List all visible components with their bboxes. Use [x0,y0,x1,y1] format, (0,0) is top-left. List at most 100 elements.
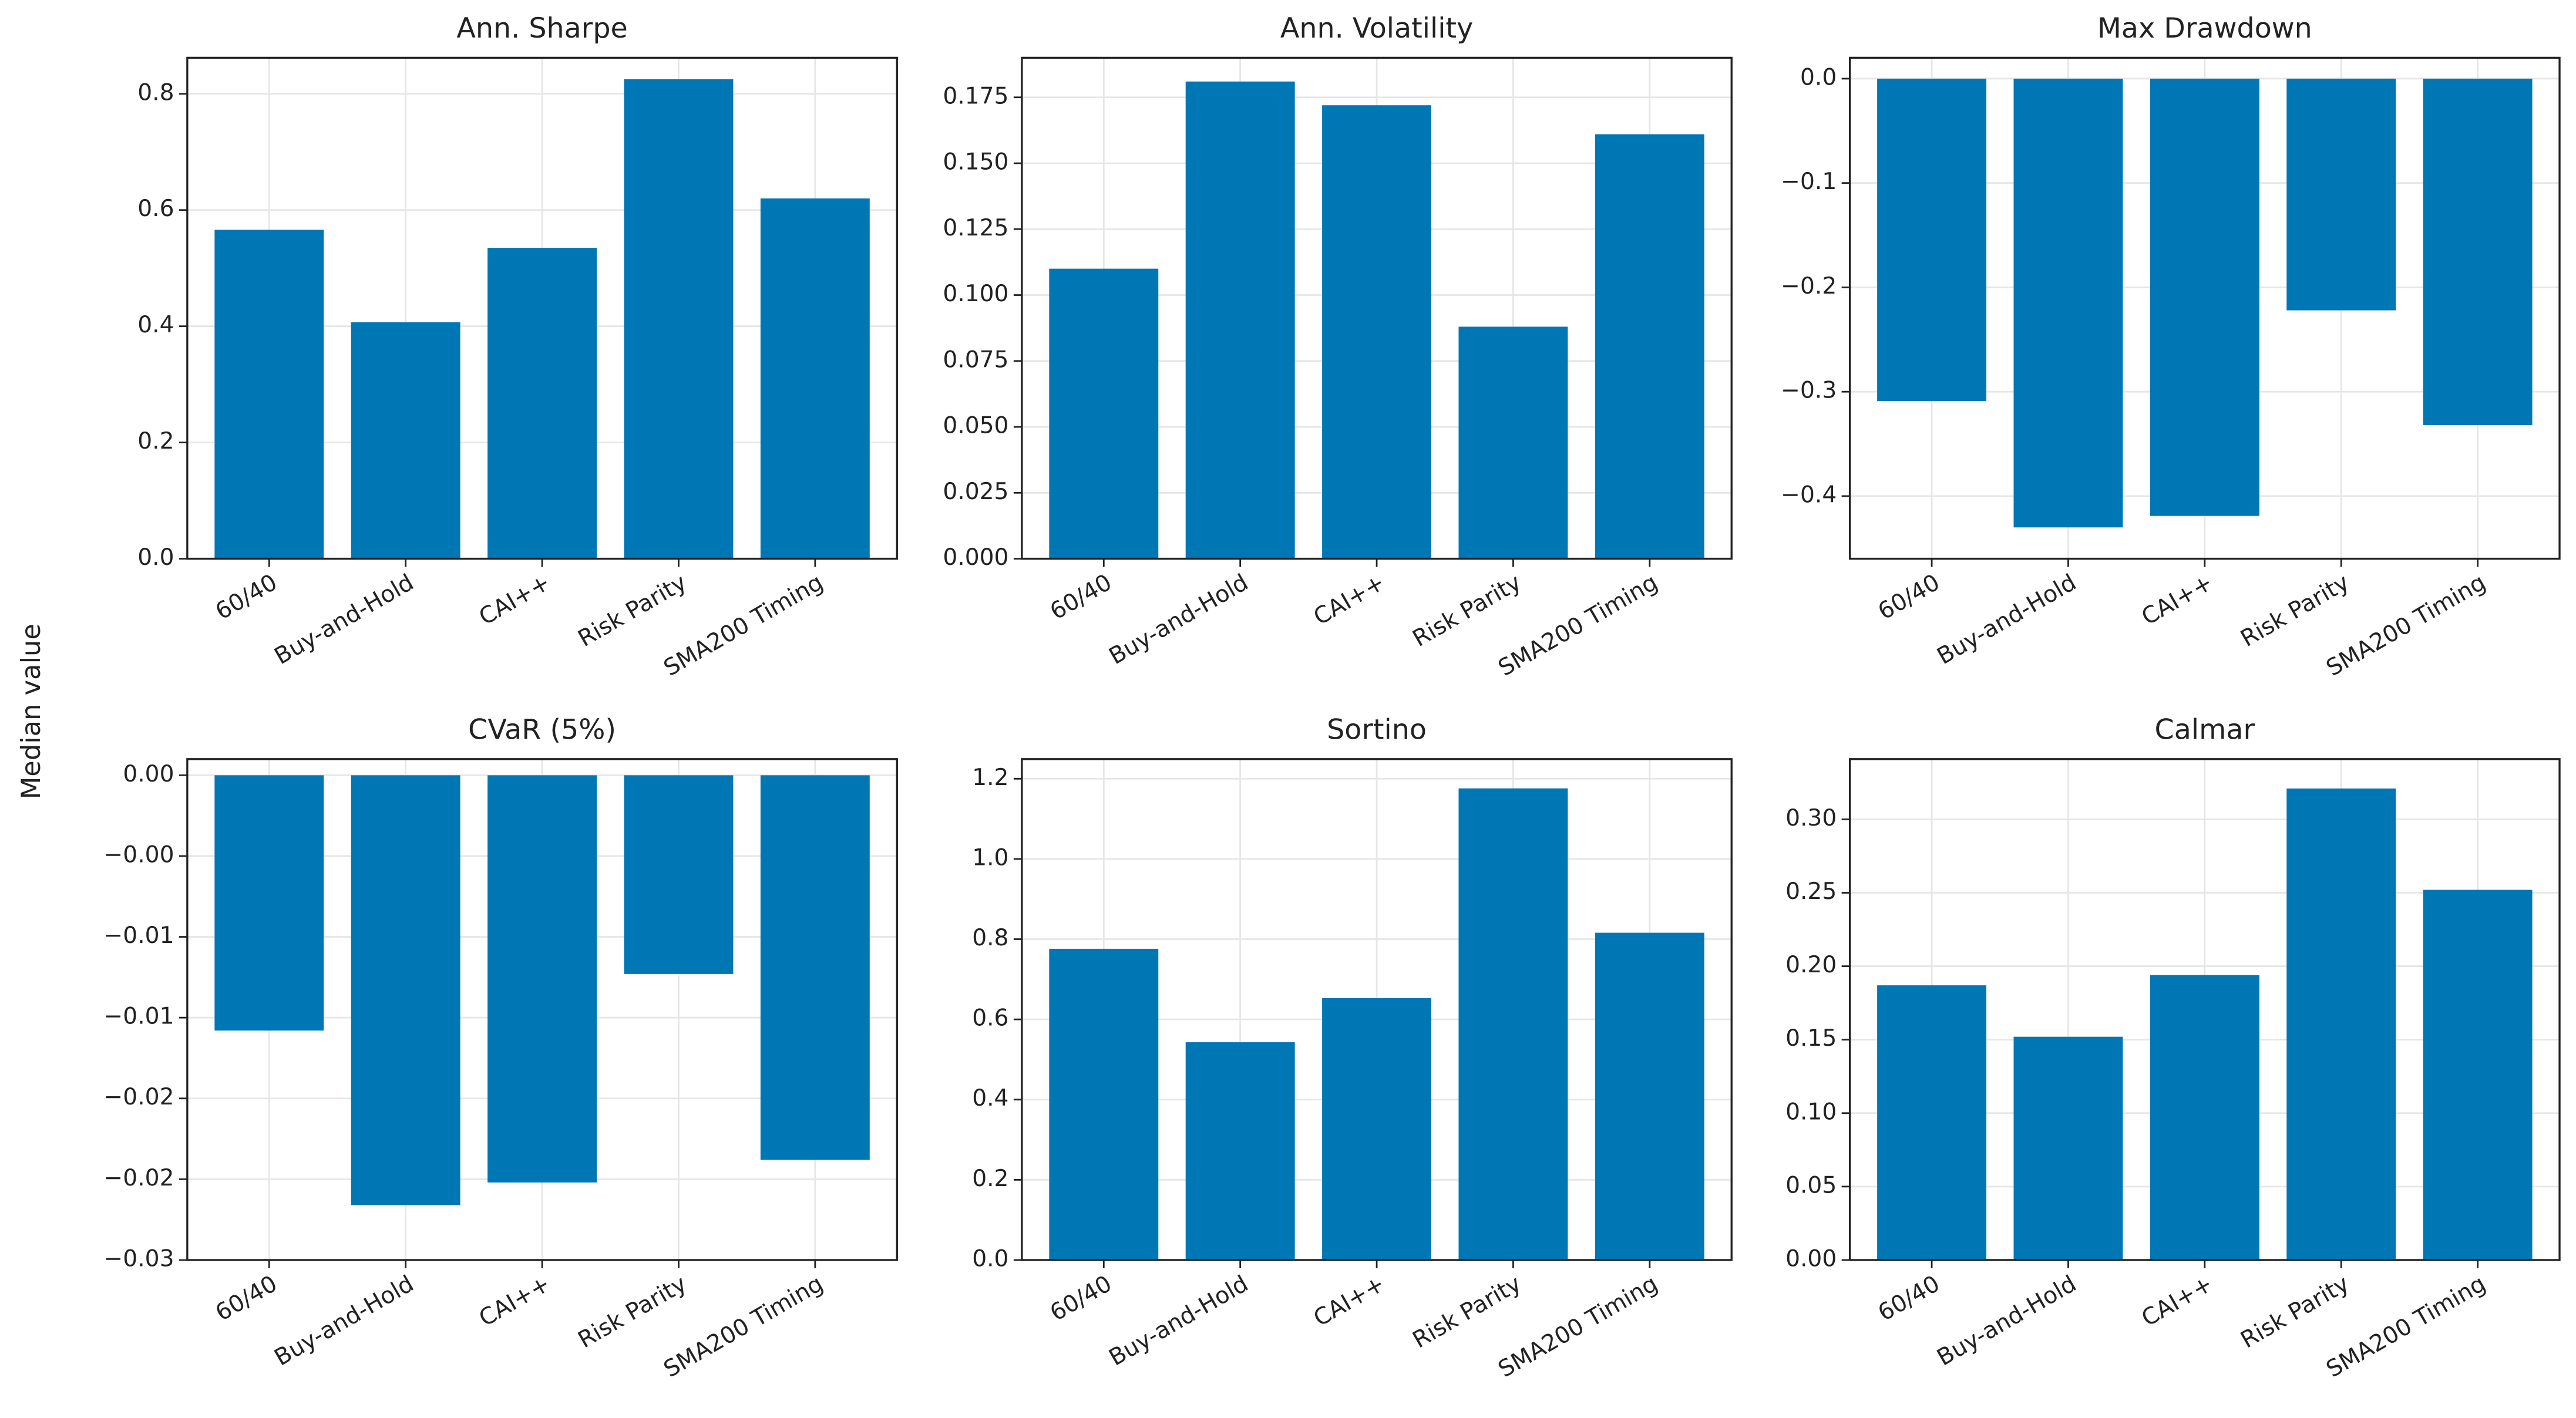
bar [351,322,460,559]
x-tick-label: Buy-and-Hold [1933,569,2081,670]
x-tick-label: Buy-and-Hold [1105,569,1253,670]
y-tick-label: −0.4 [1781,481,1837,508]
y-tick-label: −0.03 [104,1245,174,1272]
x-tick-label: Risk Parity [574,1271,691,1353]
bar [760,198,870,559]
y-tick-label: 0.25 [1785,878,1837,905]
bar [760,775,870,1160]
bar [2013,1036,2123,1260]
y-tick-label: 0.0 [137,544,174,571]
subplot: Calmar 0.00 0.05 0.10 0.15 0.20 0.25 0.30 60/40B… [1785,713,2561,1383]
y-tick-label: 0.10 [1785,1099,1837,1125]
y-tick-label: 0.2 [137,428,174,454]
y-tick-label: 0.00 [1785,1245,1837,1272]
y-tick-label: 0.025 [943,479,1008,505]
subplot-title: Calmar [2155,713,2255,746]
bar [1877,985,1987,1260]
bar [2286,78,2396,311]
bar [624,775,734,974]
y-tick-label: 0.8 [972,925,1008,951]
bar [1458,788,1568,1260]
y-tick-label: 0.050 [943,413,1008,439]
x-tick-label: 60/40 [211,1271,282,1326]
x-tick-label: Buy-and-Hold [1105,1271,1253,1372]
subplot-title: Sortino [1327,713,1427,746]
y-tick-label: 0.20 [1785,952,1837,978]
y-tick-label: 1.0 [972,844,1008,871]
bar [1185,81,1295,559]
bar [1185,1042,1295,1260]
x-tick-label: CAI++ [2137,1271,2217,1332]
y-tick-label: 0.2 [972,1166,1008,1192]
bar [214,775,324,1031]
y-tick-label: 0.100 [943,281,1008,307]
y-tick-label: 0.6 [137,196,174,222]
plot-frame [1848,56,2561,560]
bar [2013,78,2123,528]
subplot-title: Max Drawdown [2097,12,2312,45]
x-tick-label: Risk Parity [1408,569,1526,652]
y-tick-label: 1.2 [972,764,1008,791]
bar [2150,975,2259,1260]
bar [1049,268,1159,559]
y-tick-label: 0.125 [943,215,1008,241]
plot-frame [1848,758,2561,1261]
bar [1595,932,1704,1260]
subplot: Sortino 0.0 0.2 0.4 0.6 0.8 1.0 1.2 60/40Buy-and… [972,713,1733,1383]
y-tick-label: 0.30 [1785,805,1837,831]
bar [2423,890,2533,1260]
y-tick-label: 0.175 [943,83,1008,109]
bar [1322,105,1432,559]
y-axis-label: Median value [15,624,46,799]
subplot: Ann. Sharpe 0.0 0.2 0.4 0.6 0.8 60/40Buy-and-H… [137,12,898,682]
subplot-title: Ann. Sharpe [456,12,627,45]
x-tick-label: CAI++ [1309,1271,1389,1332]
x-tick-label: Buy-and-Hold [270,1271,418,1372]
y-tick-label: 0.8 [137,79,174,106]
y-tick-label: −0.01 [104,922,174,949]
plot-frame [186,56,898,560]
y-tick-label: 0.150 [943,149,1008,176]
x-tick-label: Risk Parity [2237,569,2354,652]
x-tick-label: Buy-and-Hold [1933,1271,2081,1372]
y-tick-label: 0.0 [972,1245,1008,1272]
y-tick-label: −0.02 [104,1084,174,1110]
subplot: Ann. Volatility 0.000 0.025 0.050 0.075 0.100… [943,12,1733,682]
y-tick-label: 0.6 [972,1005,1008,1032]
x-tick-label: CAI++ [475,569,554,631]
bar [487,775,597,1183]
x-tick-label: 60/40 [211,569,282,625]
plot-frame [1021,56,1733,560]
bar [1877,78,1987,402]
y-tick-label: 0.05 [1785,1172,1837,1198]
bar [624,79,734,559]
subplot-title: CVaR (5%) [468,713,616,746]
bar [1322,998,1432,1260]
bar [1049,948,1159,1260]
y-tick-label: −0.00 [104,841,174,868]
x-tick-label: 60/40 [1045,569,1116,625]
bar [2286,788,2396,1260]
plot-frame [186,758,898,1261]
y-tick-label: 0.075 [943,346,1008,373]
y-tick-label: 0.00 [123,761,174,787]
subplot: CVaR (5%) 0.00 −0.00 −0.01 −0.01 −0.02 −0.02 −0… [104,713,898,1383]
y-tick-label: −0.3 [1781,378,1837,404]
x-tick-label: Buy-and-Hold [270,569,418,670]
bar [1458,326,1568,559]
x-tick-label: Risk Parity [2237,1271,2354,1353]
y-tick-label: −0.2 [1781,273,1837,299]
bar [351,775,460,1205]
x-tick-label: CAI++ [475,1271,554,1332]
plot-frame [1021,758,1733,1261]
bar [487,248,597,559]
y-tick-label: −0.01 [104,1003,174,1030]
x-tick-label: CAI++ [1309,569,1389,631]
bar [2423,78,2533,426]
x-tick-label: CAI++ [2137,569,2217,631]
y-tick-label: 0.15 [1785,1025,1837,1052]
y-tick-label: 0.000 [943,544,1008,571]
y-tick-label: 0.4 [137,312,174,338]
